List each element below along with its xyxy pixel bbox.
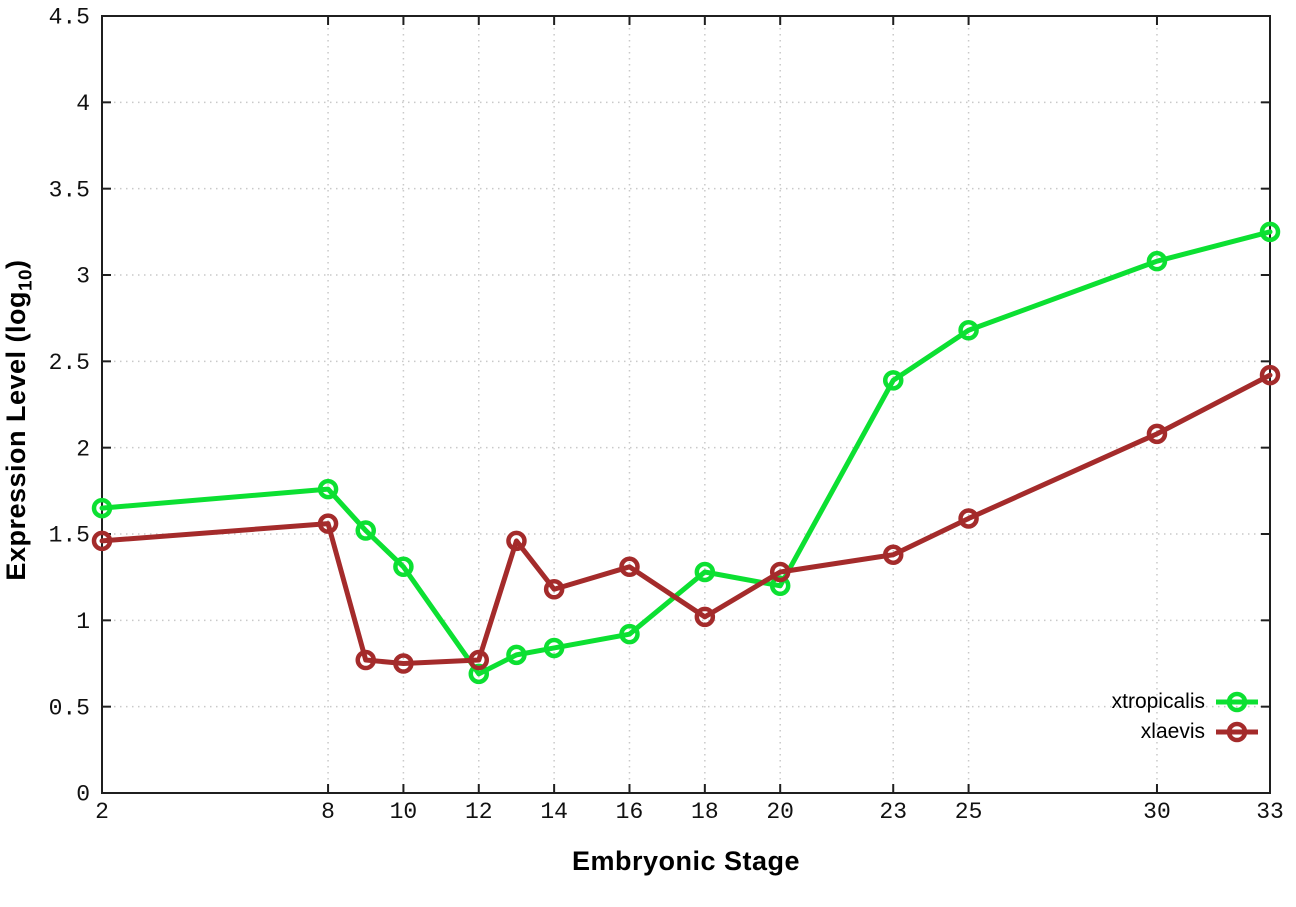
data-point-xlaevis	[468, 649, 490, 671]
y-tick-label: 1	[76, 609, 90, 635]
data-point-xtropicalis	[882, 370, 904, 391]
legend-item-xtropicalis: xtropicalis	[1112, 687, 1260, 717]
x-tick-label: 25	[955, 799, 983, 825]
x-tick-label: 14	[540, 799, 568, 825]
data-point-xtropicalis	[506, 644, 527, 666]
legend-label-xlaevis: xlaevis	[1140, 720, 1205, 743]
data-point-xtropicalis	[543, 637, 565, 659]
y-tick-label: 2	[76, 436, 90, 462]
x-tick-label: 12	[465, 799, 493, 825]
y-tick-label: 3.5	[49, 177, 90, 203]
data-point-xlaevis	[317, 513, 339, 534]
legend-marker-sample	[1226, 691, 1248, 713]
data-point-xlaevis	[1259, 364, 1281, 386]
x-tick-label: 2	[95, 799, 109, 825]
data-point-xtropicalis	[619, 623, 640, 645]
legend-label-xtropicalis: xtropicalis	[1111, 690, 1205, 713]
data-point-xlaevis	[619, 556, 640, 578]
x-tick-label: 30	[1143, 799, 1171, 825]
y-tick-label: 2.5	[49, 350, 90, 376]
y-tick-label: 4	[76, 91, 90, 117]
data-point-xlaevis	[355, 649, 376, 671]
data-point-xtropicalis	[393, 556, 414, 578]
x-tick-label: 16	[616, 799, 644, 825]
data-point-xlaevis	[694, 606, 716, 628]
data-point-xtropicalis	[91, 497, 113, 519]
data-point-xlaevis	[769, 561, 791, 583]
data-point-xtropicalis	[694, 561, 716, 583]
legend-marker-sample	[1226, 721, 1248, 743]
y-axis-title: Expression Level (log10)	[1, 170, 43, 670]
plot-border	[101, 15, 1271, 794]
data-point-xlaevis	[506, 530, 527, 552]
y-axis-title-text: Expression Level (log	[1, 290, 31, 581]
data-point-xlaevis	[543, 579, 565, 600]
y-axis-title-suffix: )	[1, 259, 31, 269]
x-tick-label: 20	[766, 799, 794, 825]
data-point-xlaevis	[393, 653, 414, 674]
x-tick-label: 8	[321, 799, 335, 825]
data-point-xtropicalis	[317, 478, 339, 500]
y-tick-label: 0	[76, 782, 90, 808]
y-tick-label: 0.5	[49, 695, 90, 721]
x-tick-label: 33	[1256, 799, 1284, 825]
legend-swatch-xtropicalis	[1216, 691, 1258, 713]
series-line-xtropicalis	[99, 229, 1273, 677]
x-axis-title: Embryonic Stage	[571, 846, 801, 876]
data-point-xlaevis	[91, 530, 113, 552]
x-tick-label: 23	[879, 799, 907, 825]
data-point-xtropicalis	[355, 520, 376, 541]
legend: xtropicalis xlaevis	[1112, 687, 1260, 747]
data-point-xtropicalis	[958, 320, 979, 341]
y-tick-label: 1.5	[49, 523, 90, 549]
legend-swatch-xlaevis	[1216, 721, 1258, 743]
legend-item-xlaevis: xlaevis	[1141, 717, 1260, 747]
data-point-xlaevis	[882, 544, 904, 565]
x-tick-label: 10	[390, 799, 418, 825]
data-point-xlaevis	[958, 508, 979, 529]
y-tick-label: 3	[76, 264, 90, 290]
data-point-xlaevis	[1146, 423, 1168, 445]
data-point-xtropicalis	[1259, 221, 1281, 243]
data-point-xtropicalis	[1146, 250, 1168, 272]
x-tick-label: 18	[691, 799, 719, 825]
y-axis-title-subscript: 10	[15, 268, 37, 291]
y-tick-label: 4.5	[49, 5, 90, 31]
